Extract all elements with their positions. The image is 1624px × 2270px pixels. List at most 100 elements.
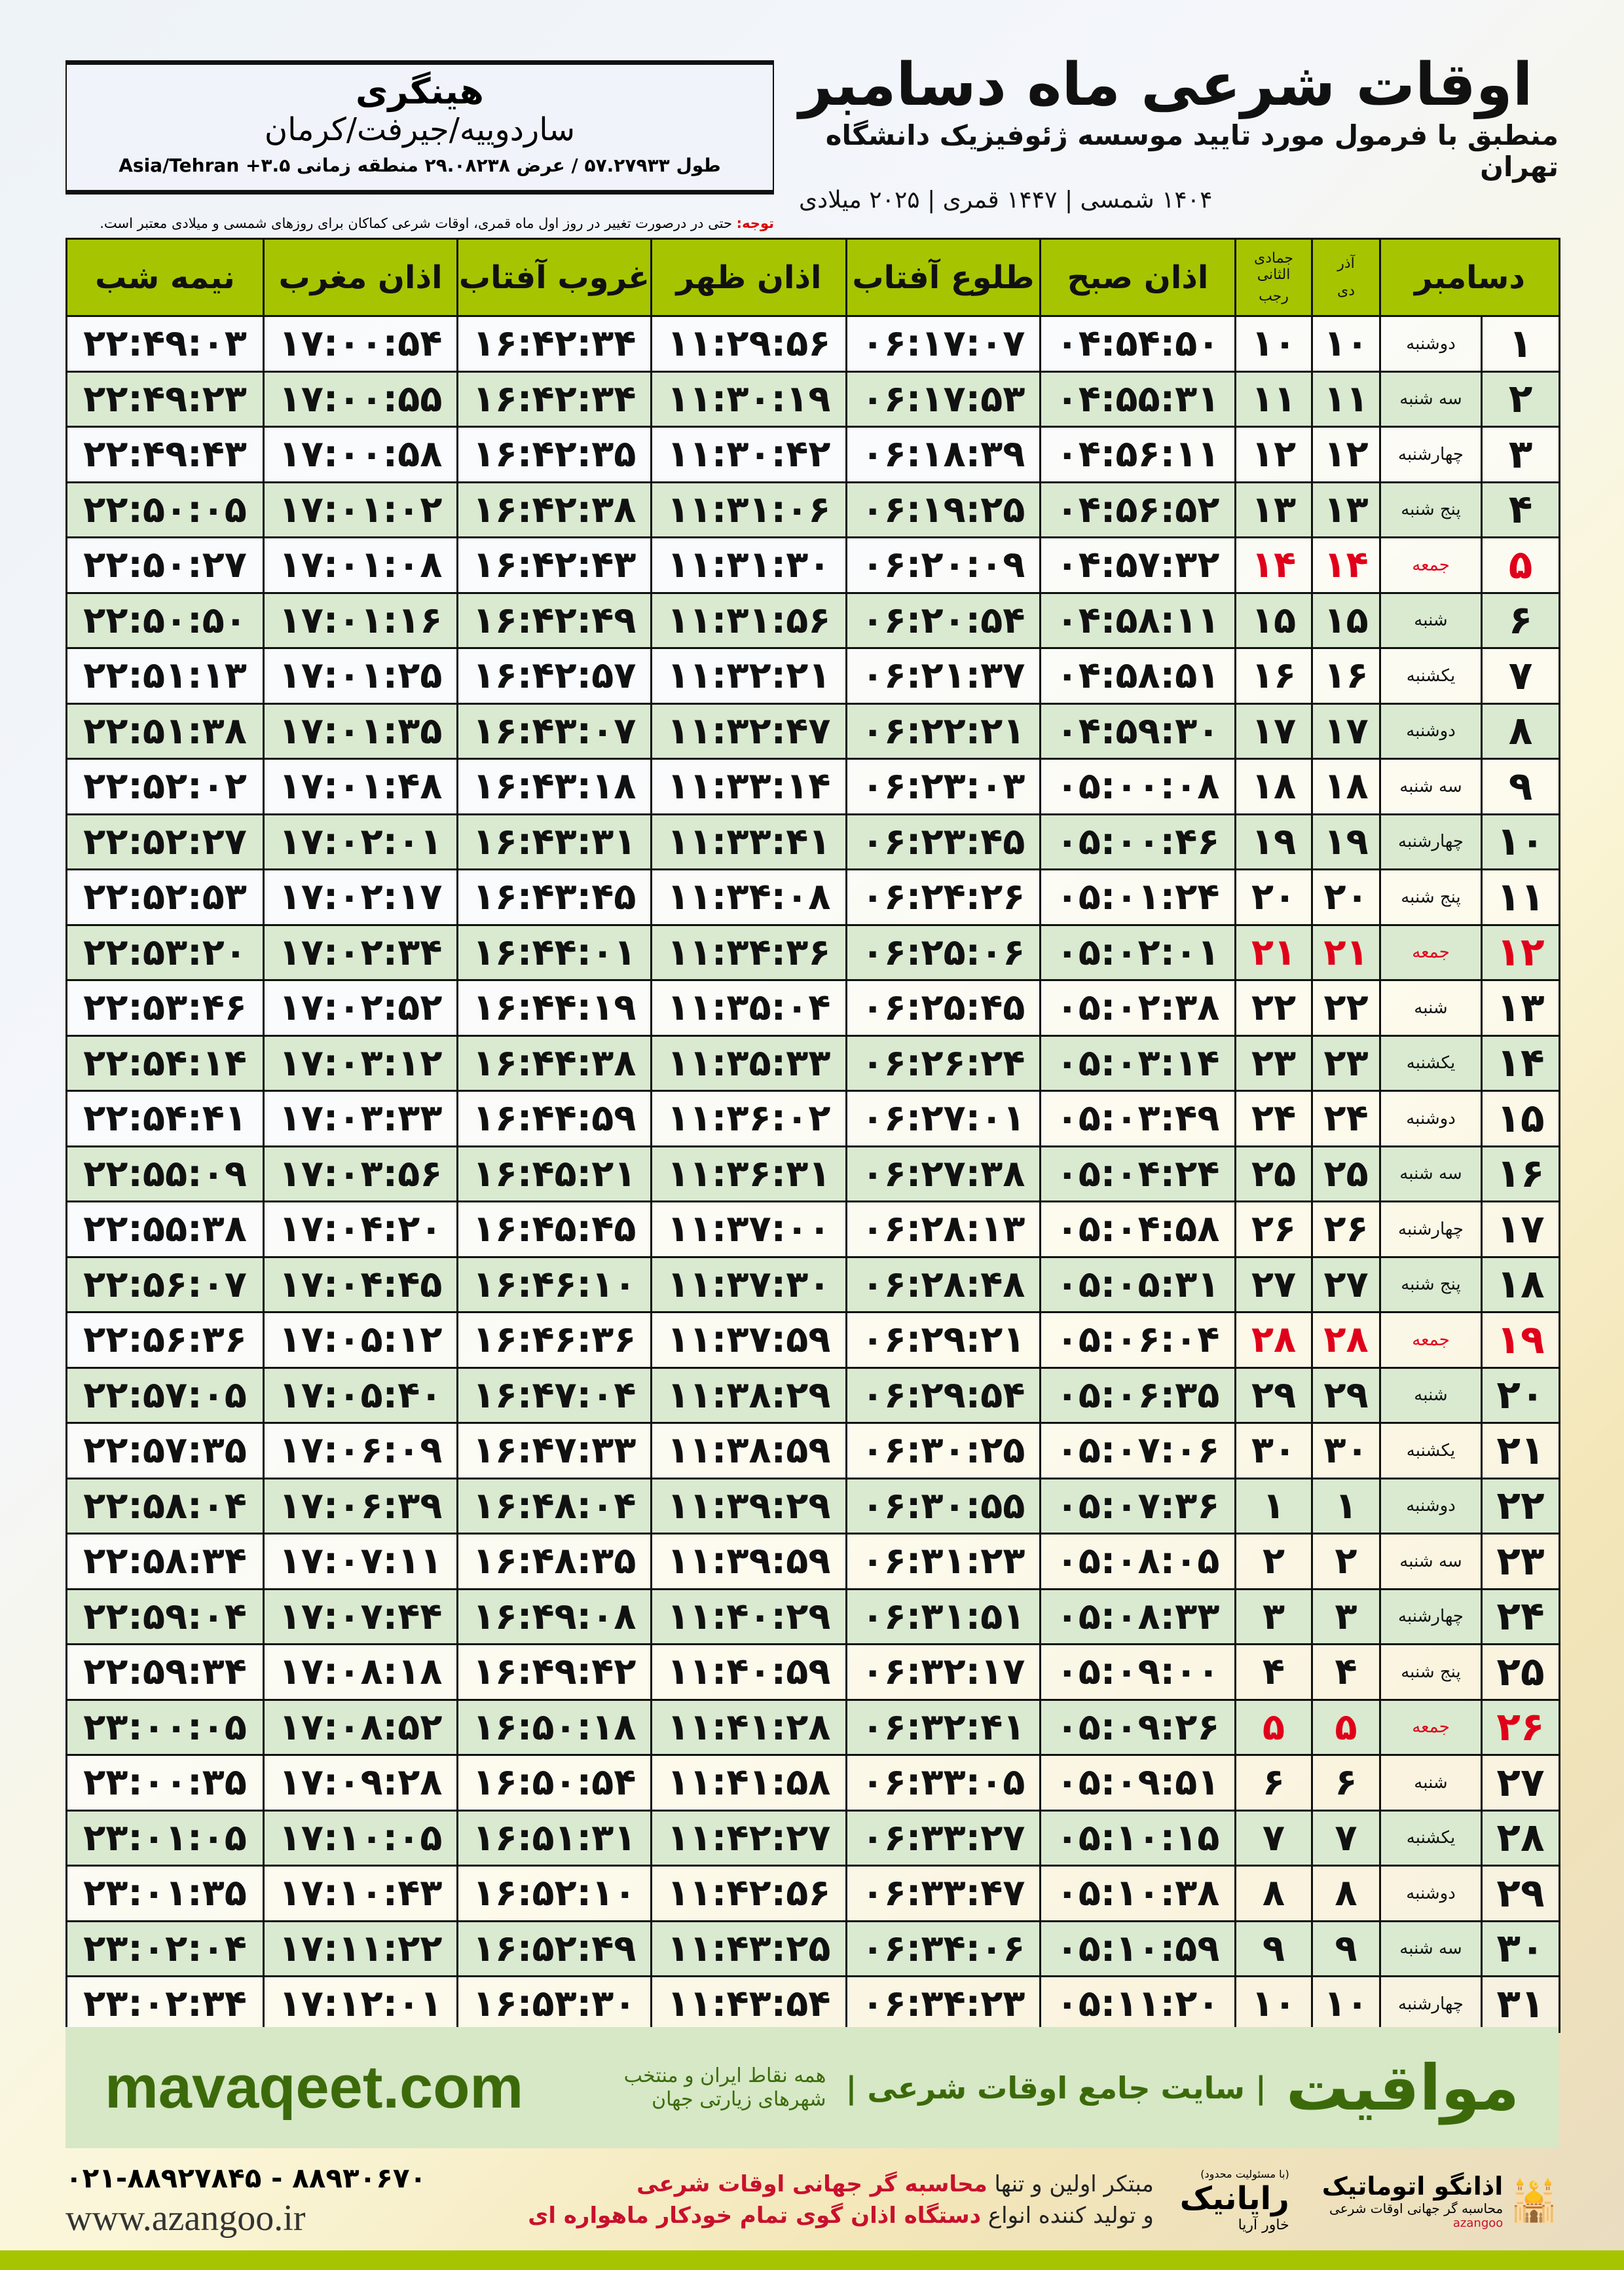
sunrise-time: ۰۶:۳۴:۲۳ [845,1975,1041,2033]
midnight-time: ۲۲:۵۸:۰۴ [65,1477,265,1535]
table-row: ۱۱ پنج شنبه ۲۰ ۲۰ ۰۵:۰۱:۲۴ ۰۶:۲۴:۲۶ ۱۱:۳۴:۰۸ ۱۶… [65,868,1560,926]
lunar-day: ۸ [1234,1865,1313,1922]
midnight-time: ۲۲:۵۴:۱۴ [65,1034,265,1092]
dhuhr-time: ۱۱:۴۰:۲۹ [650,1588,847,1645]
midnight-time: ۲۲:۵۰:۰۵ [65,481,265,538]
fajr-time: ۰۵:۰۷:۰۶ [1039,1422,1236,1479]
sunrise-time: ۰۶:۱۷:۰۷ [845,315,1041,373]
dhuhr-time: ۱۱:۳۷:۵۹ [650,1311,847,1369]
prayer-times-table: دسامبر آذر دی جمادی الثانی رجب اذان صبح طل… [65,238,1560,2033]
table-row: ۲ سه شنبه ۱۱ ۱۱ ۰۴:۵۵:۳۱ ۰۶:۱۷:۵۳ ۱۱:۳۰:۱۹ ۱۶:۴… [65,370,1560,428]
maghrib-time: ۱۷:۰۱:۱۶ [263,591,458,649]
midnight-time: ۲۲:۵۴:۴۱ [65,1090,265,1147]
sunset-time: ۱۶:۴۹:۴۲ [456,1643,652,1701]
table-row: ۹ سه شنبه ۱۸ ۱۸ ۰۵:۰۰:۰۸ ۰۶:۲۳:۰۳ ۱۱:۳۳:۱۴ ۱۶:۴… [65,758,1560,815]
solar-day: ۲۷ [1311,1256,1381,1313]
weekday: سه شنبه [1379,758,1483,815]
header-solar: آذر دی [1311,238,1381,317]
page-title: اوقات شرعی ماه دسامبر [799,50,1533,119]
fajr-time: ۰۵:۰۷:۳۶ [1039,1477,1236,1535]
solar-day: ۲۱ [1311,923,1381,981]
solar-day: ۱ [1311,1477,1381,1535]
midnight-time: ۲۲:۴۹:۰۳ [65,315,265,373]
maghrib-time: ۱۷:۰۲:۳۴ [263,923,458,981]
ad-line-1-text: مبتکر اولین و تنها [987,2171,1154,2198]
table-row: ۷ یکشنبه ۱۶ ۱۶ ۰۴:۵۸:۵۱ ۰۶:۲۱:۳۷ ۱۱:۳۲:۲۱ ۱۶:۴۲… [65,647,1560,705]
dhuhr-time: ۱۱:۴۱:۲۸ [650,1698,847,1756]
day-number: ۱۰ [1481,813,1560,870]
midnight-time: ۲۲:۴۹:۴۳ [65,426,265,483]
weekday: شنبه [1379,1754,1483,1812]
dhuhr-time: ۱۱:۳۲:۲۱ [650,647,847,705]
bottom-bar [0,2250,1624,2270]
midnight-time: ۲۲:۵۵:۰۹ [65,1145,265,1202]
day-number: ۲۶ [1481,1698,1560,1756]
maghrib-time: ۱۷:۰۷:۴۴ [263,1588,458,1645]
sunrise-time: ۰۶:۲۸:۱۳ [845,1200,1041,1258]
sunset-time: ۱۶:۴۲:۳۸ [456,481,652,538]
page-subtitle: منطبق با فرمول مورد تایید موسسه ژئوفیزیک… [825,119,1559,183]
day-number: ۲۴ [1481,1588,1560,1645]
sunset-time: ۱۶:۴۵:۴۵ [456,1200,652,1258]
table-row: ۲۱ یکشنبه ۳۰ ۳۰ ۰۵:۰۷:۰۶ ۰۶:۳۰:۲۵ ۱۱:۳۸:۵۹ ۱۶:۴… [65,1422,1560,1479]
midnight-time: ۲۲:۵۹:۳۴ [65,1643,265,1701]
lunar-day: ۲۶ [1234,1200,1313,1258]
rayanik-name: رایانیک [1179,2180,1289,2217]
lunar-day: ۱۶ [1234,647,1313,705]
solar-day: ۳۰ [1311,1422,1381,1479]
sunset-time: ۱۶:۴۶:۱۰ [456,1256,652,1313]
table-row: ۲۰ شنبه ۲۹ ۲۹ ۰۵:۰۶:۳۵ ۰۶:۲۹:۵۴ ۱۱:۳۸:۲۹ ۱۶:۴۷:… [65,1366,1560,1424]
maghrib-time: ۱۷:۰۳:۱۲ [263,1034,458,1092]
dhuhr-time: ۱۱:۳۰:۴۲ [650,426,847,483]
weekday: جمعه [1379,923,1483,981]
table-row: ۴ پنج شنبه ۱۳ ۱۳ ۰۴:۵۶:۵۲ ۰۶:۱۹:۲۵ ۱۱:۳۱:۰۶ ۱۶:… [65,481,1560,538]
weekday: چهارشنبه [1379,1588,1483,1645]
lunar-day: ۲۴ [1234,1090,1313,1147]
rayanik-note: (با مسئولیت محدود) [1200,2168,1289,2180]
day-number: ۱۸ [1481,1256,1560,1313]
day-number: ۲۱ [1481,1422,1560,1479]
site-url[interactable]: mavaqeet.com [105,2054,524,2121]
lunar-day: ۲۹ [1234,1366,1313,1424]
weekday: دوشنبه [1379,1865,1483,1922]
maghrib-time: ۱۷:۰۸:۵۲ [263,1698,458,1756]
solar-day: ۱۷ [1311,702,1381,760]
sunrise-time: ۰۶:۳۳:۰۵ [845,1754,1041,1812]
table-row: ۲۴ چهارشنبه ۳ ۳ ۰۵:۰۸:۳۳ ۰۶:۳۱:۵۱ ۱۱:۴۰:۲۹ ۱۶:۴… [65,1588,1560,1645]
sunset-time: ۱۶:۴۷:۰۴ [456,1366,652,1424]
lunar-day: ۵ [1234,1698,1313,1756]
table-row: ۱۵ دوشنبه ۲۴ ۲۴ ۰۵:۰۳:۴۹ ۰۶:۲۷:۰۱ ۱۱:۳۶:۰۲ ۱۶:۴… [65,1090,1560,1147]
sunset-time: ۱۶:۴۸:۳۵ [456,1533,652,1590]
sunrise-time: ۰۶:۲۷:۳۸ [845,1145,1041,1202]
dhuhr-time: ۱۱:۳۴:۰۸ [650,868,847,926]
minaret-icon: 🕌 [1509,2178,1559,2224]
header-lunar-prev: جمادی الثانی [1253,250,1294,283]
sunrise-time: ۰۶:۲۷:۰۱ [845,1090,1041,1147]
note-label: توجه: [736,215,774,231]
fajr-time: ۰۴:۵۸:۱۱ [1039,591,1236,649]
table-row: ۱۹ جمعه ۲۸ ۲۸ ۰۵:۰۶:۰۴ ۰۶:۲۹:۲۱ ۱۱:۳۷:۵۹ ۱۶:۴۶:… [65,1311,1560,1369]
sunrise-time: ۰۶:۳۴:۰۶ [845,1920,1041,1977]
day-number: ۱۹ [1481,1311,1560,1369]
sunrise-time: ۰۶:۲۹:۵۴ [845,1366,1041,1424]
lunar-day: ۱۲ [1234,426,1313,483]
lunar-day: ۱۸ [1234,758,1313,815]
table-row: ۲۸ یکشنبه ۷ ۷ ۰۵:۱۰:۱۵ ۰۶:۳۳:۲۷ ۱۱:۴۲:۲۷ ۱۶:۵۱:… [65,1809,1560,1867]
sunset-time: ۱۶:۴۴:۱۹ [456,979,652,1037]
fajr-time: ۰۵:۰۰:۴۶ [1039,813,1236,870]
website-link[interactable]: www.azangoo.ir [65,2197,306,2239]
dhuhr-time: ۱۱:۴۳:۲۵ [650,1920,847,1977]
weekday: پنج شنبه [1379,481,1483,538]
midnight-time: ۲۳:۰۰:۳۵ [65,1754,265,1812]
solar-day: ۱۶ [1311,647,1381,705]
sunset-time: ۱۶:۴۵:۲۱ [456,1145,652,1202]
midnight-time: ۲۲:۵۲:۰۲ [65,758,265,815]
header-month: دسامبر [1379,238,1560,317]
dhuhr-time: ۱۱:۳۲:۴۷ [650,702,847,760]
day-number: ۳۰ [1481,1920,1560,1977]
dhuhr-time: ۱۱:۴۱:۵۸ [650,1754,847,1812]
maghrib-time: ۱۷:۱۱:۲۲ [263,1920,458,1977]
lunar-day: ۲۰ [1234,868,1313,926]
lunar-day: ۲۸ [1234,1311,1313,1369]
weekday: یکشنبه [1379,1422,1483,1479]
